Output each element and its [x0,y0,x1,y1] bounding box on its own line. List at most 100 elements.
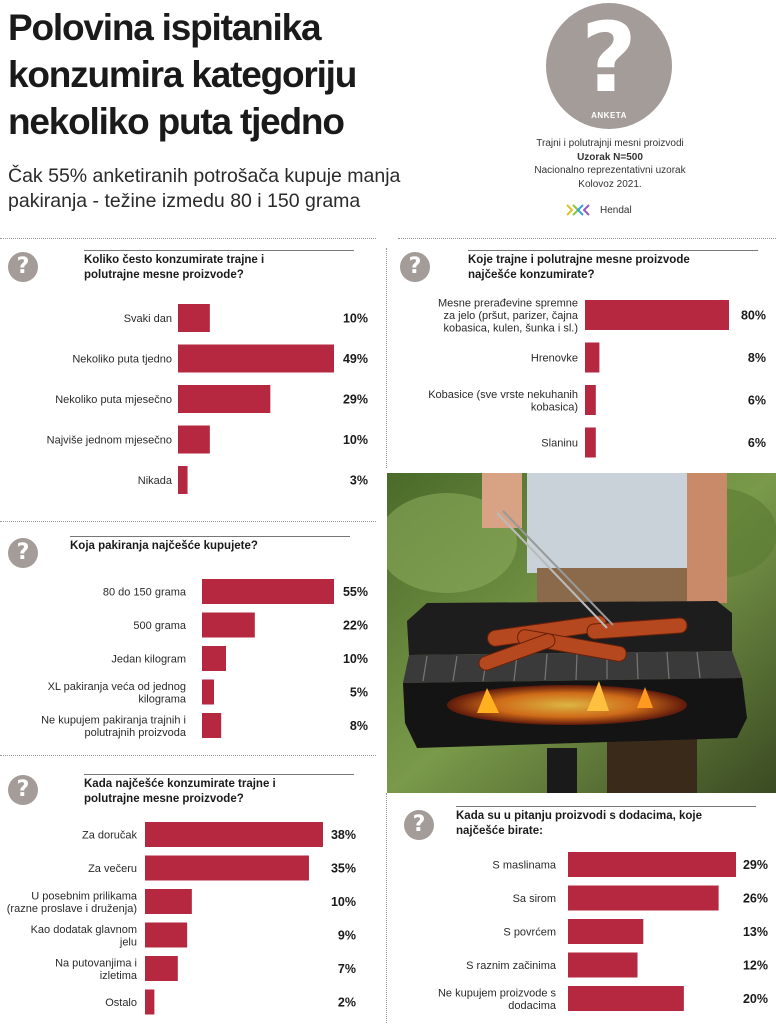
bar [145,822,323,847]
survey-topic: Trajni i polutrajnji mesni proizvodi [536,138,684,149]
survey-date: Kolovoz 2021. [578,178,642,190]
value-label: 49% [343,352,368,366]
chart-3-title: Kada najčešće konzumirate trajne i polut… [84,774,354,807]
chart-1-title-line: polutrajne mesne proizvode? [84,269,244,281]
value-label: 10% [343,312,368,326]
chart-1-title: Koliko često konzumirate trajne i polutr… [84,250,354,283]
divider [398,238,776,239]
grill-illustration [387,473,776,793]
value-label: 6% [748,394,766,408]
bar [178,385,271,413]
chart-4-title-line: Koje trajne i polutrajne mesne proizvode [468,254,690,266]
category-label: Svaki dan [124,313,172,325]
category-label: Ne kupujem proizvode s dodacima [438,987,557,1012]
category-label: Slaninu [541,438,578,450]
value-label: 20% [743,992,768,1006]
divider [0,755,376,756]
chart-5-title-line: Kada su u pitanju proizvodi s dodacima, … [456,810,703,822]
category-label: S povrćem [503,927,556,939]
title-line-2: konzumira kategoriju [8,54,357,95]
category-label: Nikada [138,475,173,487]
chart-4-title: Koje trajne i polutrajne mesne proizvode… [468,250,758,283]
value-label: 8% [350,719,368,733]
bar [568,952,638,978]
bar [178,466,188,494]
value-label: 7% [338,962,356,976]
category-label: Sa sirom [513,893,556,905]
category-label: 500 grama [133,620,186,632]
value-label: 2% [338,996,356,1010]
bar [202,679,214,705]
question-mark-icon: ? [8,775,38,805]
bar [585,300,729,330]
bar [145,922,188,948]
chart-2-title: Koja pakiranja najčešće kupujete? [70,536,350,554]
bar [568,986,684,1011]
bar [145,855,309,881]
bar [145,989,155,1015]
chart-3-title-line: Kada najčešće konzumirate trajne i [84,778,276,790]
category-label: Mesne prerađevine spremne za jelo (pršut,… [438,298,579,335]
value-label: 35% [331,862,356,876]
bar [178,344,334,373]
category-label: U posebnim prilikama (razne proslave i dr… [7,890,138,915]
value-label: 29% [343,393,368,407]
chart-1-title-line: Koliko često konzumirate trajne i [84,254,265,266]
category-label: Kobasice (sve vrste nekuhanih kobasica) [428,389,578,414]
bar [145,889,192,914]
subtitle-line-1: Čak 55% anketiranih potrošača kupuje man… [8,165,401,187]
divider [386,248,387,468]
category-label: Za doručak [82,830,138,842]
hendal-logo-icon [566,204,590,216]
value-label: 10% [343,652,368,666]
value-label: 10% [343,433,368,447]
brand-logo: Hendal [566,202,632,218]
page-subtitle: Čak 55% anketiranih potrošača kupuje man… [8,164,428,214]
category-label: XL pakiranja veća od jednog kilograma [48,681,187,706]
value-label: 10% [331,895,356,909]
chart-4-title-line: najčešće konzumirate? [468,269,595,281]
chart-2-title-line: Koja pakiranja najčešće kupujete? [70,540,258,552]
bar [568,852,736,877]
subtitle-line-2: pakiranja - težine izmedu 80 i 150 grama [8,190,361,212]
category-label: S raznim začinima [466,960,557,972]
category-label: Za večeru [88,863,137,875]
question-mark-icon: ? [8,538,38,568]
value-label: 13% [743,925,768,939]
question-mark-icon: ? [404,810,434,840]
question-mark-icon: ? [400,252,430,282]
value-label: 3% [350,474,368,488]
bar [585,342,600,373]
survey-sample-type: Nacionalno reprezentativni uzorak [534,165,686,176]
title-line-3: nekoliko puta tjedno [8,101,345,142]
category-label: 80 do 150 grama [103,587,187,599]
value-label: 22% [343,619,368,633]
value-label: 38% [331,828,356,842]
grill-photo [387,473,776,793]
bar [178,425,210,454]
category-label: Jedan kilogram [111,654,186,666]
value-label: 26% [743,892,768,906]
bar [202,646,226,671]
category-label: Na putovanjima i izletima [55,957,138,982]
brand-name: Hendal [600,204,632,216]
value-label: 55% [343,585,368,599]
bar [202,579,334,604]
bar [568,885,719,911]
bar [178,304,210,332]
question-mark-icon: ? [581,2,637,114]
value-label: 29% [743,858,768,872]
chart-5-title: Kada su u pitanju proizvodi s dodacima, … [456,806,756,839]
survey-badge-label: ANKETA [591,111,627,120]
bar [202,713,222,738]
divider [386,793,387,1023]
title-line-1: Polovina ispitanika [8,7,322,48]
bar [568,919,644,944]
value-label: 6% [748,436,766,450]
question-mark-icon: ? [8,252,38,282]
category-label: Ostalo [105,997,137,1009]
category-label: Nekoliko puta mjesečno [55,394,172,406]
page-title: Polovina ispitanika konzumira kategoriju… [8,4,488,145]
divider [0,521,376,522]
survey-badge: ? ANKETA [546,3,672,129]
